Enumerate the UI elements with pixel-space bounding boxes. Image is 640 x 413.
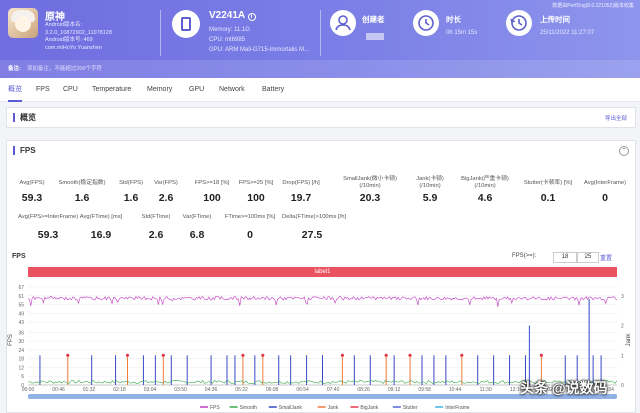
app-version-name: 3.2.0_10872902_11078128	[45, 29, 112, 36]
export-all-link[interactable]: 导出全部	[604, 116, 627, 122]
metric-label: Std(FPS)	[119, 180, 143, 186]
tab-fps[interactable]: FPS	[36, 86, 50, 93]
app-version-code: Android版本号: 469	[45, 37, 93, 43]
metric-value: 2.6	[158, 192, 174, 204]
user-icon	[330, 10, 356, 36]
upload-time-value: 25/11/2022 11:27:07	[540, 30, 595, 36]
metric-label: SmallJank(微小卡顿) (/10min)	[343, 176, 397, 189]
metric-label: Avg(FPS)	[19, 180, 45, 186]
tab-cpu[interactable]: CPU	[63, 86, 78, 93]
creator-label: 创建者	[362, 15, 385, 24]
metric-value: 59.3	[21, 192, 43, 204]
fps-threshold-label: FPS(>=):	[512, 253, 537, 259]
metric-label: Avg(FTime) [ms]	[79, 214, 123, 220]
note-label: 备注:	[8, 66, 21, 72]
metric-label: Var(FTime)	[182, 214, 212, 220]
device-info: Memory: 11.1G CPU: mt6985 GPU: ARM Mali-…	[209, 25, 309, 55]
metric-label: FPS>=18 [%]	[194, 180, 230, 186]
metric-label: Std(FTime)	[141, 214, 171, 220]
reset-button[interactable]: 重置	[600, 256, 613, 262]
metric-label: Var(FPS)	[154, 180, 178, 186]
tab-overview[interactable]: 概览	[8, 78, 22, 102]
info-icon[interactable]: i	[247, 13, 256, 21]
chart-title: FPS	[12, 253, 26, 260]
metric-value: 2.6	[148, 229, 164, 241]
upload-time-label: 上传时间	[540, 15, 570, 24]
metric-value: 5.9	[422, 192, 438, 204]
metric-value: 19.7	[290, 192, 312, 204]
metric-value: 59.3	[37, 229, 59, 241]
creator-value	[366, 33, 384, 40]
divider	[160, 10, 161, 56]
tab-battery[interactable]: Battery	[262, 86, 285, 93]
app-info: Android版本名: 3.2.0_10872902_11078128 Andr…	[45, 22, 112, 52]
duration-label: 时长	[446, 15, 461, 24]
note-input[interactable]: 添加备注，不能超过200个字符	[26, 66, 103, 72]
note-bar[interactable]: 备注: 添加备注，不能超过200个字符	[0, 60, 640, 78]
metric-value: 1.6	[123, 192, 139, 204]
duration-value: 0h 15m 15s	[446, 30, 478, 36]
metric-label: Delta(FTime)>100ms [/h]	[282, 214, 347, 220]
metric-label: Drop(FPS) [/h]	[282, 180, 320, 186]
app-version-name-label: Android版本名:	[45, 22, 82, 28]
metric-value: 20.3	[359, 192, 381, 204]
tab-memory[interactable]: Memory	[147, 86, 173, 93]
watermark-brand: 头条 @说数码	[520, 380, 608, 396]
perfdog-version-link[interactable]: 数据由PerfDog(8.0.221052)版本收集	[552, 3, 634, 9]
tab-network[interactable]: Network	[219, 86, 245, 93]
tab-gpu[interactable]: GPU	[189, 86, 205, 93]
metric-label: FTime>=100ms [%]	[224, 214, 276, 220]
metric-label: Avg(FPS>=InterFrame)	[18, 214, 79, 220]
upload-history-icon	[506, 10, 532, 36]
divider	[320, 10, 321, 56]
metric-label: FPS>=25 [%]	[238, 180, 274, 186]
device-name: V2241A i	[209, 10, 256, 21]
fps-threshold-input-1[interactable]: 18	[553, 252, 577, 263]
metric-value: 4.6	[477, 192, 493, 204]
metric-value: 0	[247, 229, 253, 241]
metric-value: 0	[602, 192, 608, 204]
app-icon	[8, 8, 38, 38]
device-cpu: CPU: mt6985	[209, 37, 246, 43]
phone-icon	[172, 10, 200, 38]
report-header: 数据由PerfDog(8.0.221052)版本收集 原神 Android版本名…	[0, 0, 640, 78]
fps-threshold-input-2[interactable]: 25	[577, 252, 599, 263]
overview-panel: 概览 导出全部	[6, 107, 636, 128]
tab-temperature[interactable]: Temperature	[92, 86, 132, 93]
metric-value: 100	[203, 192, 221, 204]
metric-value: 0.1	[540, 192, 556, 204]
app-name: 原神	[45, 12, 65, 23]
metric-label: BigJank(严重卡顿) (/10min)	[461, 176, 509, 189]
metric-value: 27.5	[301, 229, 323, 241]
clock-icon	[413, 10, 439, 36]
metric-label: Avg(InterFrame)	[583, 180, 627, 186]
device-gpu: GPU: ARM Mali-G715-Immortalis M...	[209, 47, 310, 53]
overview-title: 概览	[13, 113, 36, 122]
tab-bar: 概览 FPS CPU Temperature Memory GPU Networ…	[0, 78, 640, 102]
metric-value: 1.6	[74, 192, 90, 204]
label-bar[interactable]: label1	[28, 267, 617, 277]
metric-label: Stutter(卡顿率) [%]	[523, 180, 573, 186]
collapse-icon[interactable]: ⌃	[619, 146, 629, 156]
device-memory: Memory: 11.1G	[209, 27, 250, 33]
metric-label: Jank(卡顿) (/10min)	[416, 176, 444, 189]
fps-panel-title: FPS	[13, 146, 36, 155]
metric-value: 100	[247, 192, 265, 204]
metric-label: Smooth(稳定指数)	[58, 180, 106, 186]
app-package: com.miHoYo.Yuanshen	[45, 44, 102, 51]
metric-value: 16.9	[90, 229, 112, 241]
metric-value: 6.8	[189, 229, 205, 241]
